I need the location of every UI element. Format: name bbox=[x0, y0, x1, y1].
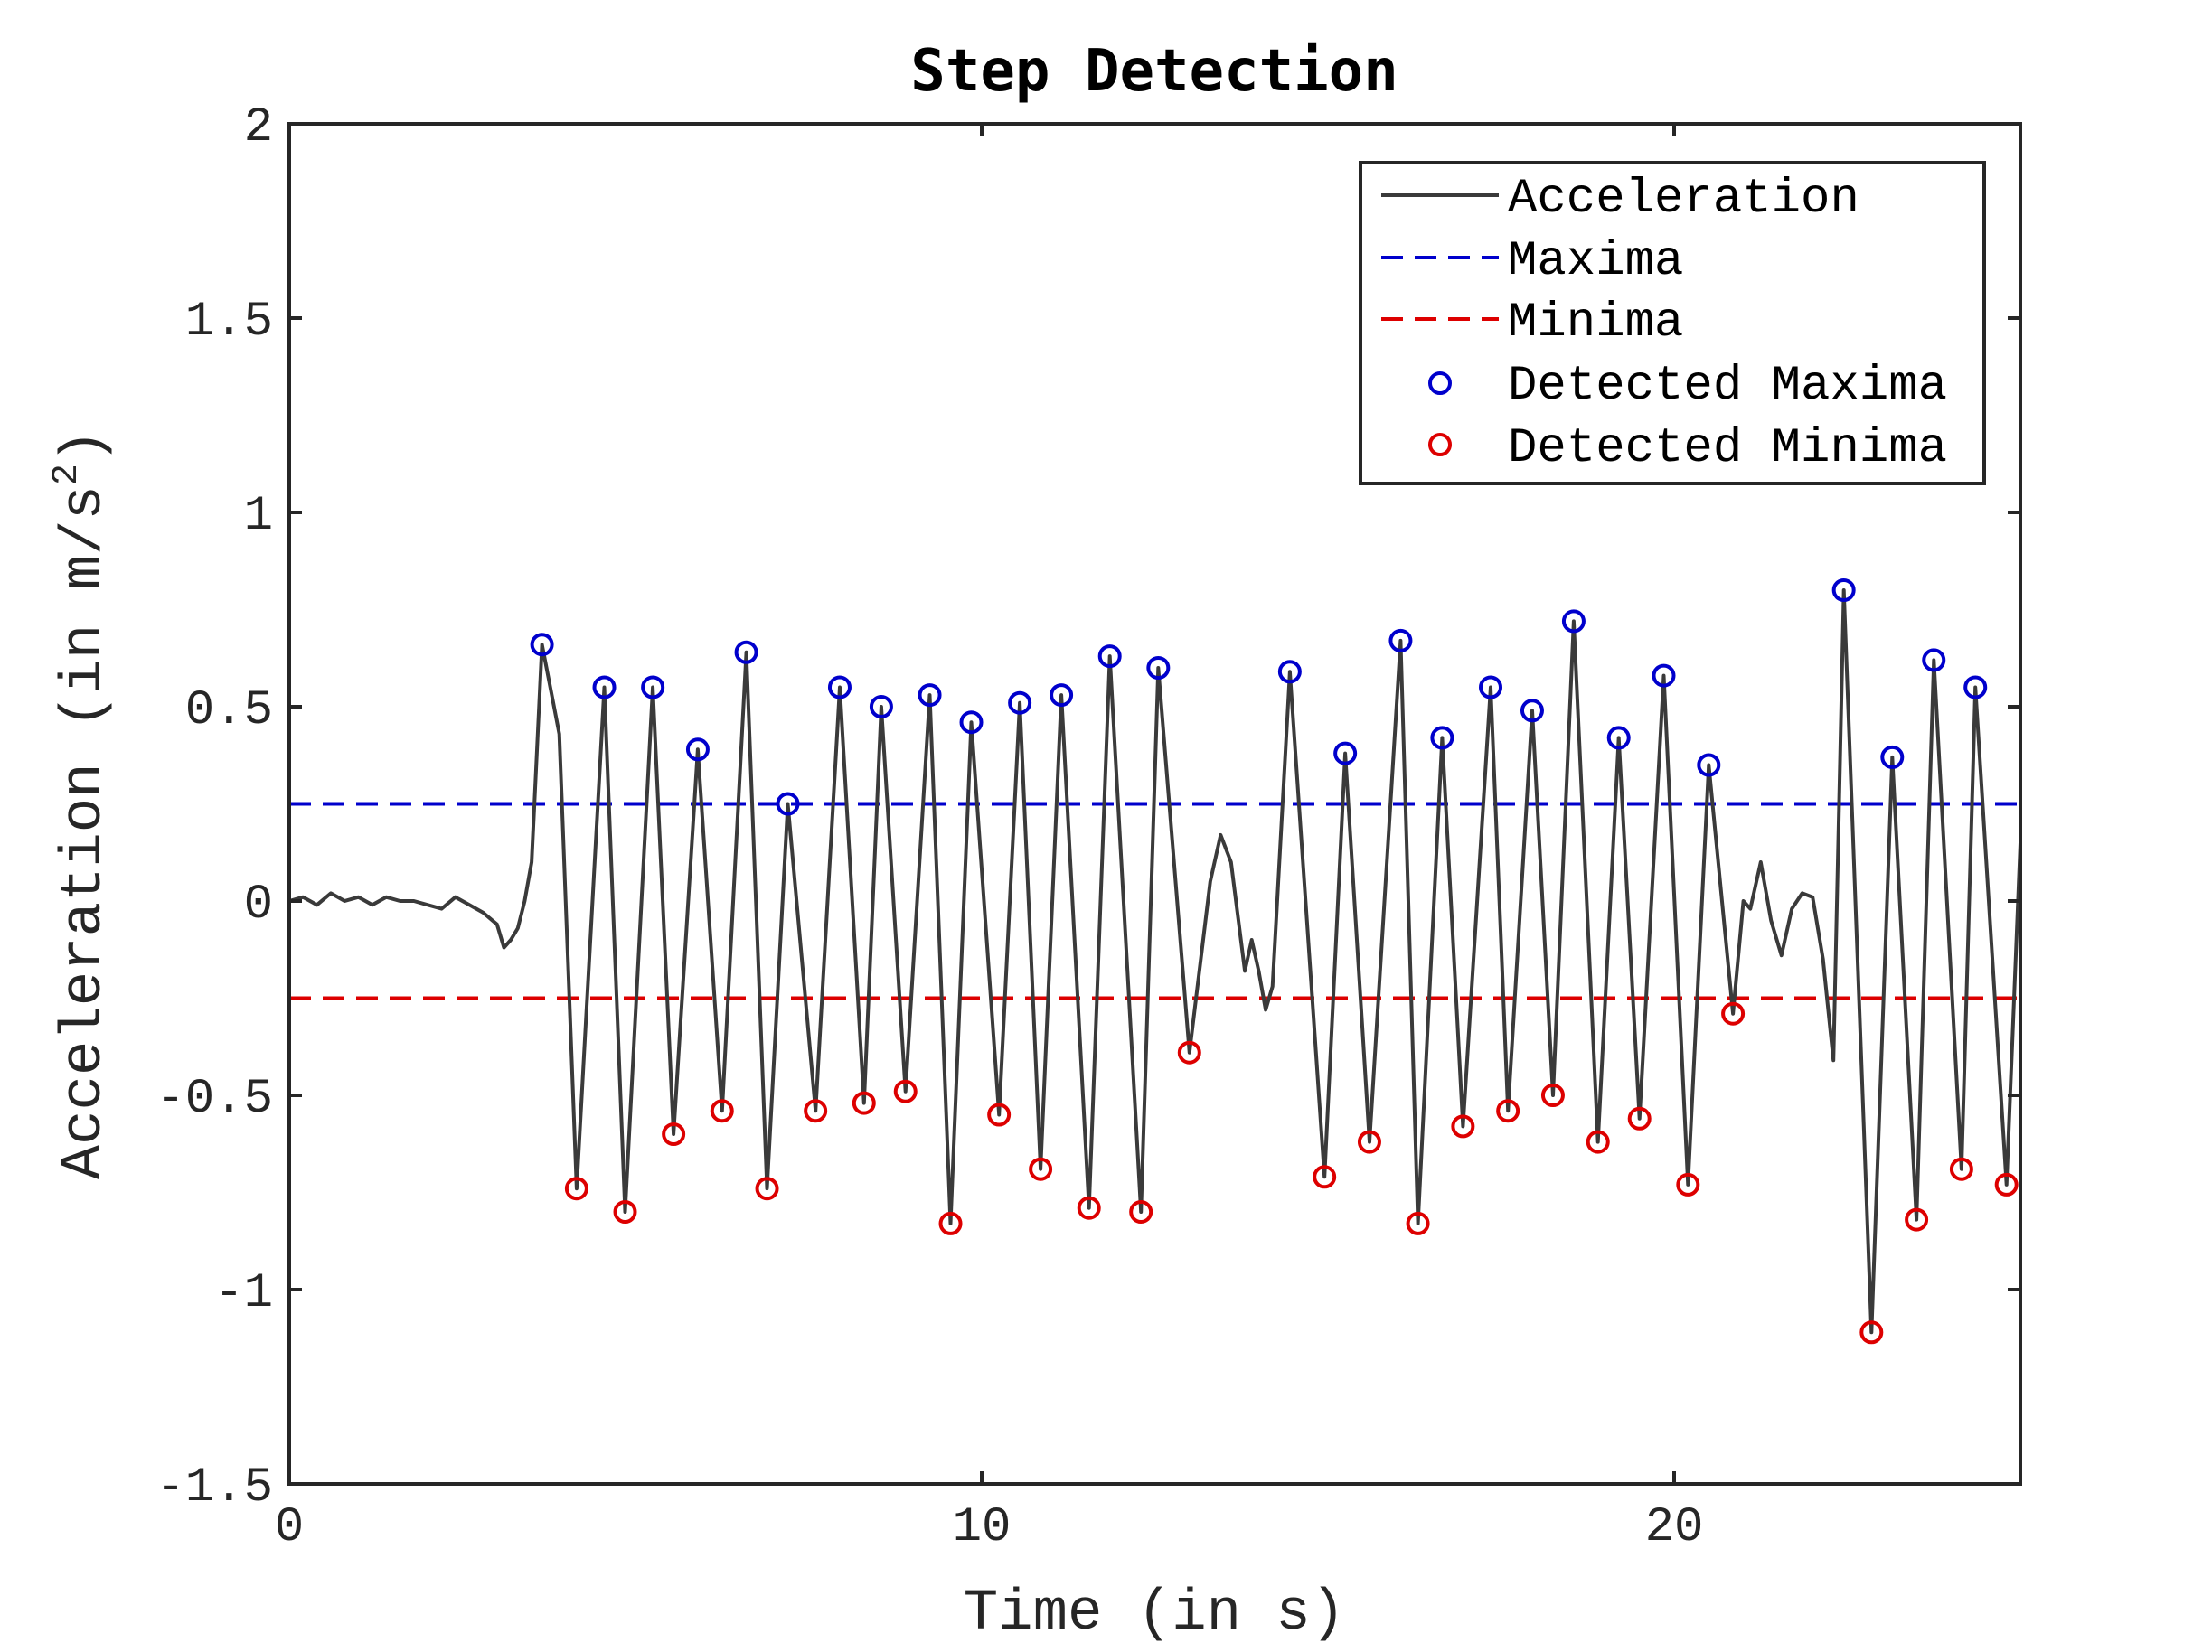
detected-minimum-marker bbox=[852, 1091, 876, 1115]
y-tick-label: 1 bbox=[244, 489, 273, 544]
detected-maximum-marker bbox=[1520, 699, 1544, 723]
detected-maximum-marker bbox=[1652, 663, 1676, 688]
detected-maximum-marker bbox=[1606, 726, 1631, 750]
plot-frame bbox=[287, 122, 2022, 1486]
detected-maximum-marker bbox=[1008, 690, 1032, 715]
detected-minimum-marker bbox=[1676, 1172, 1700, 1197]
detected-maximum-marker bbox=[592, 675, 617, 699]
detected-maximum-marker bbox=[1388, 628, 1413, 652]
detected-maximum-marker bbox=[1430, 726, 1454, 750]
detected-minimum-marker bbox=[1129, 1200, 1153, 1224]
detected-minimum-marker bbox=[1451, 1114, 1475, 1139]
y-axis-label-superscript: 2 bbox=[47, 464, 88, 485]
x-axis-label: Time (in s) bbox=[964, 1582, 1345, 1647]
legend-detected-maxima-marker bbox=[1428, 371, 1452, 395]
detected-minimum-marker bbox=[1994, 1172, 2019, 1197]
detected-maximum-marker bbox=[827, 675, 852, 699]
x-tick-label: 0 bbox=[275, 1500, 304, 1555]
x-tick-label: 20 bbox=[1645, 1500, 1704, 1555]
detected-maximum-marker bbox=[1146, 656, 1171, 680]
detected-minimum-marker bbox=[1949, 1157, 1973, 1181]
legend-detected-minima-label: Detected Minima bbox=[1508, 421, 1947, 476]
detected-minimum-marker bbox=[564, 1177, 588, 1201]
detected-minimum-marker bbox=[987, 1103, 1012, 1127]
x-tick-label: 10 bbox=[953, 1500, 1012, 1555]
detected-maximum-marker bbox=[1097, 644, 1122, 669]
detected-maximum-marker bbox=[685, 737, 710, 762]
y-axis-label-prefix: Acceleration (in m/s bbox=[52, 485, 118, 1179]
detected-minimum-marker bbox=[1905, 1207, 1929, 1232]
tick-labels-layer: 0 10 20 -1.5 -1 -0.5 0 0.5 1 1.5 2 bbox=[155, 100, 1703, 1555]
markers-layer bbox=[530, 578, 2019, 1345]
detected-minimum-marker bbox=[1859, 1320, 1884, 1345]
detected-minimum-marker bbox=[1313, 1165, 1337, 1189]
detected-minimum-marker bbox=[662, 1122, 686, 1146]
detected-minimum-marker bbox=[1540, 1084, 1565, 1107]
detected-minimum-marker bbox=[755, 1177, 779, 1201]
detected-maximum-marker bbox=[1050, 683, 1074, 708]
acceleration-line bbox=[288, 588, 2022, 1335]
y-tick-label: 2 bbox=[244, 100, 273, 155]
y-tick-label: 0 bbox=[244, 878, 273, 933]
y-axis-label-suffix: ) bbox=[52, 429, 118, 464]
detected-maximum-marker bbox=[1697, 753, 1721, 777]
detected-minimum-marker bbox=[1627, 1106, 1652, 1131]
detected-maximum-marker bbox=[1831, 578, 1856, 602]
y-tick-label: -1.5 bbox=[155, 1460, 273, 1516]
series-layer bbox=[288, 588, 2022, 1335]
legend-maxima-label: Maxima bbox=[1508, 234, 1683, 289]
legend-box bbox=[1359, 161, 1986, 485]
detected-minimum-marker bbox=[804, 1099, 828, 1123]
y-axis-label: Acceleration (in m/s2) bbox=[47, 429, 118, 1180]
legend-detected-minima-marker bbox=[1428, 433, 1452, 456]
detected-maximum-marker bbox=[1922, 648, 1946, 672]
detected-maximum-marker bbox=[776, 792, 800, 816]
detected-minimum-marker bbox=[613, 1200, 637, 1224]
detected-minimum-marker bbox=[1357, 1130, 1381, 1154]
detected-minimum-marker bbox=[1077, 1196, 1101, 1220]
ticks-layer bbox=[287, 122, 2020, 1486]
detected-minimum-marker bbox=[1496, 1099, 1520, 1123]
detected-minimum-marker bbox=[710, 1099, 734, 1123]
detected-maximum-marker bbox=[1880, 745, 1905, 769]
y-tick-label: 0.5 bbox=[185, 683, 273, 738]
detected-minimum-marker bbox=[1029, 1157, 1053, 1181]
detected-minimum-marker bbox=[893, 1079, 918, 1103]
y-tick-label: -1 bbox=[214, 1266, 273, 1321]
detected-maximum-marker bbox=[959, 710, 984, 735]
detected-maximum-marker bbox=[869, 695, 893, 718]
y-tick-label: 1.5 bbox=[185, 295, 273, 350]
detected-maximum-marker bbox=[734, 640, 758, 664]
detected-minimum-marker bbox=[1721, 1001, 1746, 1026]
detected-maximum-marker bbox=[1277, 660, 1302, 684]
legend-minima-label: Minima bbox=[1508, 296, 1683, 351]
detected-maximum-marker bbox=[918, 683, 942, 708]
detected-maximum-marker bbox=[1561, 609, 1586, 634]
detected-maximum-marker bbox=[1963, 675, 1988, 699]
detected-maximum-marker bbox=[530, 633, 554, 657]
detected-minimum-marker bbox=[938, 1211, 963, 1235]
legend-acceleration-label: Acceleration bbox=[1508, 172, 1859, 227]
chart-title: Step Detection bbox=[910, 38, 1398, 105]
y-tick-label: -0.5 bbox=[155, 1072, 273, 1127]
detected-maximum-marker bbox=[641, 675, 665, 699]
detected-maximum-marker bbox=[1333, 741, 1358, 765]
legend: Acceleration Maxima Minima Detected Maxi… bbox=[1359, 161, 1986, 485]
detected-minimum-marker bbox=[1177, 1040, 1201, 1065]
detected-minimum-marker bbox=[1586, 1130, 1610, 1154]
detected-minimum-marker bbox=[1406, 1211, 1430, 1235]
detected-maximum-marker bbox=[1479, 675, 1503, 699]
legend-detected-maxima-label: Detected Maxima bbox=[1508, 359, 1947, 414]
